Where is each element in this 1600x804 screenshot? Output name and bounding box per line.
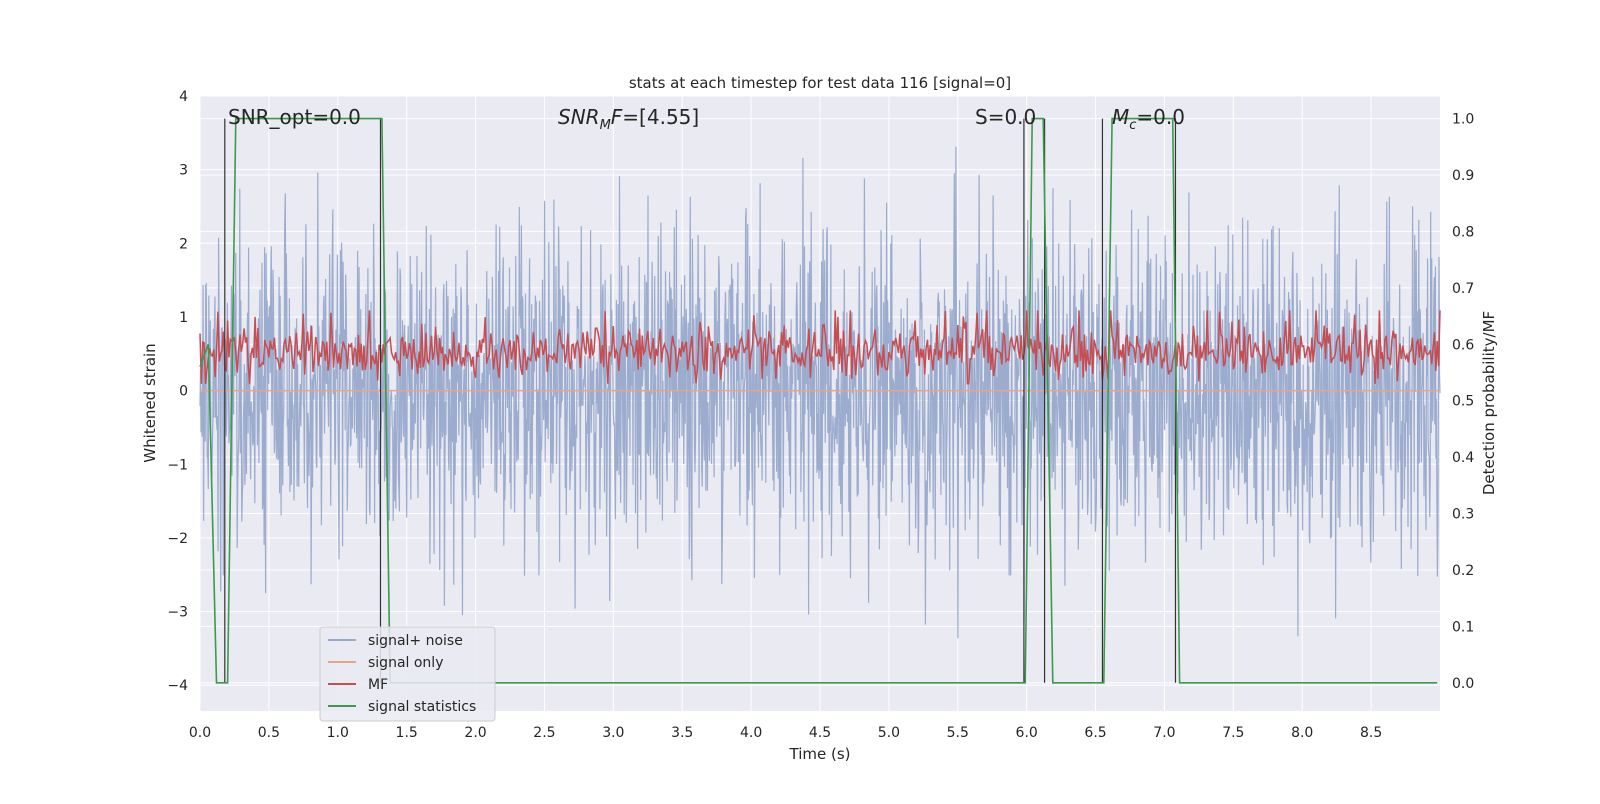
x-tick-label: 1.0 [327, 725, 349, 741]
y-right-tick-label: 0.9 [1452, 168, 1474, 184]
x-tick-label: 2.5 [533, 725, 555, 741]
signal-statistics-line [199, 117, 1438, 684]
y-left-tick-label: 0 [179, 384, 188, 400]
legend: signal+ noise signal only MF signal stat… [319, 626, 496, 722]
x-tick-label: 3.0 [602, 725, 624, 741]
y-left-tick-label: −3 [167, 605, 188, 621]
legend-box [319, 626, 496, 722]
signal-plus-noise-line [199, 146, 1441, 639]
x-tick-label: 8.5 [1360, 725, 1382, 741]
x-tick-label: 5.5 [947, 725, 969, 741]
y-right-tick-label: 0.1 [1452, 619, 1474, 635]
x-tick-label: 4.5 [809, 725, 831, 741]
x-tick-label: 7.0 [1153, 725, 1175, 741]
y-right-tick-label: 1.0 [1452, 112, 1474, 128]
y-left-tick-label: 1 [179, 310, 188, 326]
legend-label-signal-plus-noise: signal+ noise [368, 633, 463, 649]
x-tick-label: 0.5 [258, 725, 280, 741]
y-left-tick-label: −4 [167, 678, 188, 694]
y-right-tick-labels: 1.0 0.9 0.8 0.7 0.6 0.5 0.4 0.3 0.2 0.1 0.0 [1452, 112, 1474, 692]
x-tick-label: 4.0 [740, 725, 762, 741]
annotation-snr-mf-base: SNR [558, 105, 600, 129]
y-left-tick-label: 3 [179, 163, 188, 179]
y-left-tick-label: −1 [167, 457, 188, 473]
x-tick-label: 6.0 [1016, 725, 1038, 741]
legend-label-mf: MF [368, 677, 388, 693]
y-right-tick-label: 0.6 [1452, 337, 1474, 353]
annotation-mc: Mc=0.0 [1112, 105, 1185, 133]
annotation-snr-mf: SNRMF=[4.55] [558, 105, 699, 133]
annotation-snr-mf-tail: F [611, 105, 623, 129]
y-axis-left-label: Whitened strain [141, 343, 159, 462]
y-right-tick-label: 0.2 [1452, 563, 1474, 579]
y-left-tick-label: −2 [167, 531, 188, 547]
y-right-tick-label: 0.0 [1452, 676, 1474, 692]
annotation-mc-tail: =0.0 [1136, 105, 1185, 129]
mf-line [199, 310, 1441, 385]
y-right-tick-label: 0.7 [1452, 281, 1474, 297]
annotation-mc-sub: c [1129, 118, 1136, 133]
y-left-tick-label: 2 [179, 236, 188, 252]
x-tick-label: 5.0 [878, 725, 900, 741]
x-tick-label: 6.5 [1084, 725, 1106, 741]
x-tick-label: 3.5 [671, 725, 693, 741]
x-axis-label: Time (s) [789, 745, 851, 763]
series-signal-plus-noise [199, 146, 1441, 639]
series-signal-statistics [199, 117, 1438, 684]
x-tick-label: 0.0 [189, 725, 211, 741]
x-tick-label: 7.5 [1222, 725, 1244, 741]
y-right-tick-label: 0.5 [1452, 394, 1474, 410]
y-right-tick-label: 0.4 [1452, 450, 1474, 466]
annotation-snr-mf-value: =[4.55] [622, 105, 699, 129]
y-right-tick-label: 0.8 [1452, 224, 1474, 240]
y-right-tick-label: 0.3 [1452, 507, 1474, 523]
chart-title: stats at each timestep for test data 116… [629, 74, 1011, 92]
y-axis-right-label: Detection probability/MF [1480, 311, 1498, 495]
x-tick-label: 8.0 [1291, 725, 1313, 741]
annotation-snr-mf-sub: M [600, 118, 611, 133]
y-left-tick-label: 4 [179, 89, 188, 105]
y-left-tick-labels: 4 3 2 1 0 −1 −2 −3 −4 [167, 89, 188, 694]
annotation-snr-opt: SNR_opt=0.0 [228, 105, 361, 129]
x-tick-labels: 0.0 0.5 1.0 1.5 2.0 2.5 3.0 3.5 4.0 4.5 5.0 5.5 6.0 6… [189, 725, 1382, 741]
annotation-s: S=0.0 [975, 105, 1036, 129]
legend-label-signal-statistics: signal statistics [368, 699, 476, 715]
annotation-mc-base: M [1112, 105, 1129, 129]
series-mf [199, 310, 1441, 385]
x-tick-label: 1.5 [396, 725, 418, 741]
x-tick-label: 2.0 [464, 725, 486, 741]
legend-label-signal-only: signal only [368, 655, 443, 671]
